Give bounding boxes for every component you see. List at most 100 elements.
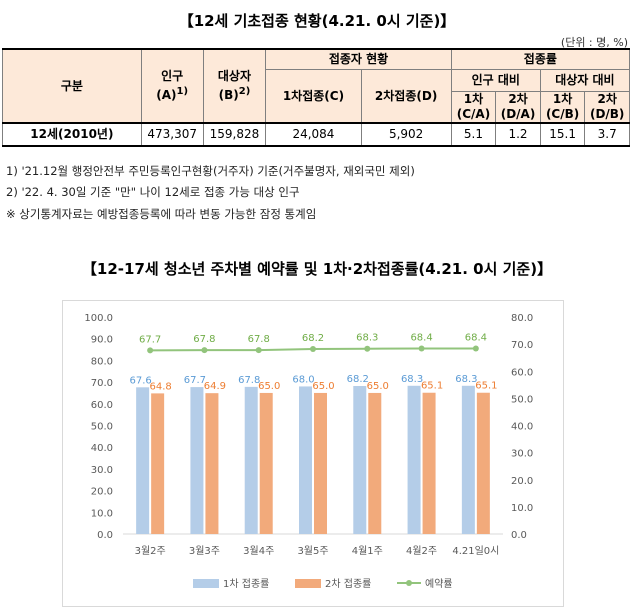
header-c-a: 1차 (C/A) <box>450 91 497 124</box>
bar-dose2 <box>368 392 382 534</box>
header-target-sup: 2) <box>238 86 251 97</box>
data-label-reservation: 67.7 <box>139 334 161 345</box>
y-left-tick-label: 0.0 <box>97 530 113 541</box>
y-left-tick-label: 60.0 <box>91 400 113 411</box>
header-d-b: 2차 (D/B) <box>584 91 630 124</box>
vaccination-status-table: 구분 인구 (A)1) 대상자 (B)2) 접종자 현황 접종률 1차접종(C)… <box>2 48 631 147</box>
cell-c-b: 15.1 <box>539 122 586 147</box>
x-tick-label: 4월2주 <box>406 545 437 557</box>
x-tick-label: 3월4주 <box>243 545 274 557</box>
y-right-tick-label: 30.0 <box>511 449 533 460</box>
point-reservation <box>472 345 479 352</box>
footnote-1: 1) '21.12월 행정안전부 주민등록인구현황(거주자) 기준(거주불명자,… <box>6 164 415 178</box>
chart-area: 0.0 10.0 20.0 30.0 40.0 50.0 60.0 70.0 80.0 90.0 1… <box>62 300 564 607</box>
legend-label-dose1: 1차 접종률 <box>223 578 269 590</box>
chart-title: 【12-17세 청소년 주차별 예약률 및 1차·2차접종률(4.21. 0시 … <box>81 260 553 278</box>
data-label-reservation: 67.8 <box>248 334 270 345</box>
vaccination-rate-chart: 0.0 10.0 20.0 30.0 40.0 50.0 60.0 70.0 80.0 90.0 1… <box>84 313 533 590</box>
header-c-a-1: 1차 <box>463 92 484 106</box>
header-d-b-2: (D/B) <box>589 107 625 121</box>
y-left-tick-label: 100.0 <box>84 313 113 324</box>
header-category: 구분 <box>2 48 142 124</box>
bar-dose1 <box>299 386 312 534</box>
header-c-b-2: (C/B) <box>545 107 580 121</box>
row-label: 12세(2010년) <box>2 122 142 147</box>
cell-d-b: 3.7 <box>584 122 630 147</box>
data-label-dose1: 68.3 <box>455 374 477 385</box>
bar-dose1 <box>244 386 258 534</box>
bar-dose2 <box>151 393 165 534</box>
bar-dose2 <box>422 392 436 534</box>
header-target: 대상자 (B)2) <box>202 48 267 124</box>
bar-dose2 <box>476 392 490 534</box>
y-right-tick-label: 20.0 <box>511 476 533 487</box>
data-label-dose2: 65.0 <box>312 381 334 392</box>
data-label-dose2: 65.1 <box>421 381 443 392</box>
y-right-tick-label: 0.0 <box>511 530 527 541</box>
y-left-tick-label: 50.0 <box>91 422 113 433</box>
unit-label: (단위 : 명, %) <box>560 36 628 49</box>
header-population-sub: (A) <box>156 88 177 102</box>
data-label-dose2: 65.0 <box>258 381 280 392</box>
data-label-dose2: 64.8 <box>150 381 172 392</box>
cell-c-a: 5.1 <box>450 122 497 147</box>
data-label-dose1: 67.7 <box>184 375 206 386</box>
footnote-3: ※ 상기통계자료는 예방접종등록에 따라 변동 가능한 잠정 통계임 <box>6 207 317 221</box>
legend-marker-reservation <box>406 580 412 586</box>
data-label-dose1: 67.8 <box>238 375 260 386</box>
x-tick-label: 3월3주 <box>189 545 220 557</box>
bar-dose1 <box>461 385 475 534</box>
data-label-reservation: 68.2 <box>302 333 324 344</box>
header-dose2: 2차접종(D) <box>360 69 452 124</box>
bar-dose2 <box>259 392 273 534</box>
header-population-sup: 1) <box>176 86 189 97</box>
header-c-b-1: 1차 <box>552 92 573 106</box>
cell-d-a: 1.2 <box>495 122 541 147</box>
bar-dose1 <box>190 387 204 534</box>
legend-swatch-dose1 <box>193 579 219 588</box>
header-dose1: 1차접종(C) <box>265 69 362 124</box>
header-c-a-2: (C/A) <box>456 107 491 121</box>
y-left-tick-label: 40.0 <box>91 443 113 454</box>
header-population-label: 인구 <box>161 69 184 83</box>
table-row: 12세(2010년) 473,307 159,828 24,084 5,902 … <box>2 122 630 147</box>
y-right-tick-label: 70.0 <box>511 340 533 351</box>
point-reservation <box>310 346 316 353</box>
header-target-label: 대상자 <box>217 69 251 83</box>
point-reservation <box>364 345 371 352</box>
header-vs-target: 대상자 대비 <box>539 69 631 92</box>
bar-dose1 <box>353 386 367 534</box>
x-tick-label: 4월1주 <box>352 545 383 557</box>
y-right-tick-label: 50.0 <box>511 394 533 405</box>
header-d-a-1: 2차 <box>508 92 528 106</box>
cell-dose1: 24,084 <box>265 122 362 147</box>
y-left-tick-label: 30.0 <box>91 465 113 476</box>
y-right-tick-label: 60.0 <box>511 367 533 378</box>
header-vs-population: 인구 대비 <box>450 69 541 92</box>
header-target-sub: (B) <box>218 88 239 102</box>
y-left-tick-label: 10.0 <box>91 508 113 519</box>
data-label-dose1: 68.3 <box>401 374 423 385</box>
header-population: 인구 (A)1) <box>140 48 204 124</box>
point-reservation <box>418 345 425 352</box>
data-label-reservation: 67.8 <box>193 334 215 345</box>
legend-label-dose2: 2차 접종률 <box>325 578 371 590</box>
x-tick-label: 4.21일0시 <box>452 545 499 557</box>
header-vaccinated-group: 접종자 현황 <box>265 48 452 70</box>
cell-target: 159,828 <box>202 122 267 147</box>
legend-label-reservation: 예약률 <box>425 578 453 590</box>
x-tick-label: 3월2주 <box>135 545 166 557</box>
data-label-reservation: 68.4 <box>410 332 432 343</box>
y-left-tick-label: 20.0 <box>91 487 113 498</box>
header-c-b: 1차 (C/B) <box>539 91 586 124</box>
cell-dose2: 5,902 <box>360 122 452 147</box>
footnote-2: 2) '22. 4. 30일 기준 "만" 나이 12세로 접종 가능 대상 인… <box>6 185 300 199</box>
point-reservation <box>201 347 208 354</box>
data-label-dose2: 64.9 <box>204 381 226 392</box>
cell-population: 473,307 <box>140 122 204 147</box>
bar-dose1 <box>407 385 421 534</box>
data-label-dose1: 68.2 <box>347 374 369 385</box>
y-left-tick-label: 70.0 <box>91 378 113 389</box>
y-right-tick-label: 80.0 <box>511 313 533 324</box>
y-right-tick-label: 40.0 <box>511 422 533 433</box>
